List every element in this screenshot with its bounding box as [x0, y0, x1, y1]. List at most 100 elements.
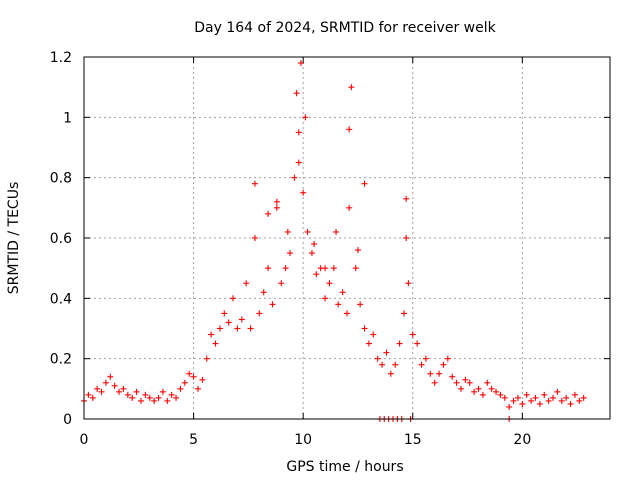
data-point: [580, 394, 587, 401]
data-point: [225, 319, 232, 326]
data-point: [243, 280, 250, 287]
data-point: [137, 397, 144, 404]
data-point: [311, 241, 318, 248]
data-point: [405, 280, 412, 287]
data-point: [251, 235, 258, 241]
data-points-layer: [81, 60, 587, 422]
data-point: [475, 385, 482, 392]
data-point: [576, 397, 583, 404]
x-tick-label: 5: [189, 432, 198, 448]
x-tick-label: 15: [404, 432, 422, 448]
data-point: [403, 235, 410, 241]
data-point: [431, 379, 438, 386]
data-point: [260, 289, 267, 296]
data-point: [177, 385, 184, 392]
data-point: [295, 129, 302, 136]
data-point: [352, 265, 359, 272]
data-point: [370, 331, 377, 338]
data-point: [98, 388, 105, 395]
data-point: [427, 370, 434, 377]
data-point: [151, 397, 158, 404]
data-point: [238, 316, 245, 323]
data-point: [418, 361, 425, 368]
data-point: [462, 376, 469, 383]
data-point: [247, 325, 254, 332]
data-point: [335, 301, 342, 308]
data-point: [265, 210, 272, 217]
data-point: [536, 400, 543, 407]
data-point: [558, 397, 565, 404]
x-tick-label: 20: [513, 432, 531, 448]
data-point: [444, 355, 451, 362]
data-point: [282, 265, 289, 272]
data-point: [322, 295, 329, 302]
data-point: [514, 394, 521, 401]
x-tick-label: 10: [294, 432, 312, 448]
data-point: [523, 391, 530, 398]
data-point: [440, 361, 447, 368]
data-point: [333, 228, 340, 235]
data-point: [293, 90, 300, 97]
data-point: [330, 265, 337, 272]
data-point: [190, 373, 197, 380]
data-point: [300, 189, 307, 196]
data-point: [357, 301, 364, 308]
data-point: [392, 361, 399, 368]
data-point: [159, 388, 166, 395]
data-point: [278, 280, 285, 287]
data-point: [181, 379, 188, 386]
y-tick-label: 1: [63, 110, 72, 126]
data-point: [497, 391, 504, 398]
grid-layer: [84, 57, 610, 419]
data-point: [116, 388, 123, 395]
data-point: [216, 325, 223, 332]
data-point: [488, 385, 495, 392]
data-point: [212, 340, 219, 347]
data-point: [545, 397, 552, 404]
data-point: [273, 198, 280, 205]
data-point: [133, 388, 140, 395]
data-point: [493, 388, 500, 395]
data-point: [354, 247, 361, 254]
data-point: [563, 394, 570, 401]
data-point: [295, 159, 302, 166]
data-point: [554, 388, 561, 395]
x-axis-label: GPS time / hours: [286, 459, 403, 475]
data-point: [403, 195, 410, 202]
data-point: [571, 391, 578, 398]
data-point: [251, 180, 258, 187]
data-point: [528, 397, 535, 404]
data-point: [339, 289, 346, 296]
data-point: [230, 295, 237, 302]
data-point: [510, 397, 517, 404]
data-point: [346, 204, 353, 211]
data-point: [396, 340, 403, 347]
y-tick-label: 0.8: [50, 171, 72, 187]
data-point: [414, 340, 421, 347]
data-point: [453, 379, 460, 386]
data-point: [203, 355, 210, 362]
data-point: [107, 373, 114, 380]
data-point: [120, 385, 127, 392]
y-tick-label: 0: [63, 412, 72, 428]
data-point: [532, 394, 539, 401]
data-point: [313, 271, 320, 278]
data-point: [365, 340, 372, 347]
chart-title: Day 164 of 2024, SRMTID for receiver wel…: [194, 20, 496, 36]
y-axis-label: SRMTID / TECUs: [6, 182, 22, 295]
data-point: [142, 391, 149, 398]
data-point: [221, 310, 228, 317]
data-point: [287, 250, 294, 257]
data-point: [409, 331, 416, 338]
y-tick-label: 0.6: [50, 231, 72, 247]
y-tick-label: 1.2: [50, 50, 72, 66]
data-point: [387, 370, 394, 377]
ticks-layer: 0 5 10 15 20 0 0.2 0.4 0.6 0.8 1 1.2: [50, 50, 610, 448]
data-point: [164, 397, 171, 404]
data-point: [361, 325, 368, 332]
data-point: [466, 379, 473, 386]
data-point: [234, 325, 241, 332]
data-point: [344, 310, 350, 317]
